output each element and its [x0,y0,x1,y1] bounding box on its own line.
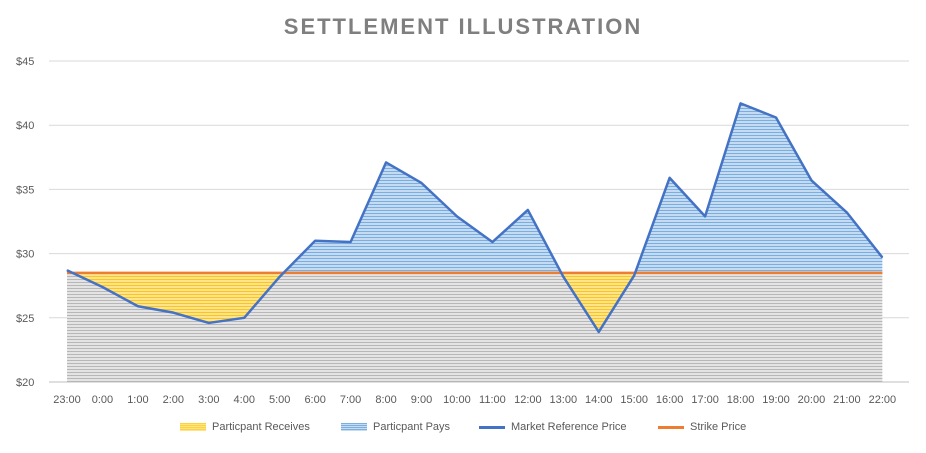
x-tick-label: 23:00 [53,394,81,406]
market-price-point [208,322,210,324]
x-tick-label: 1:00 [127,394,148,406]
x-tick-label: 6:00 [304,394,325,406]
x-tick-label: 3:00 [198,394,219,406]
x-tick-label: 18:00 [727,394,755,406]
x-tick-label: 8:00 [375,394,396,406]
legend-swatch-blue [341,423,367,431]
line-layer [66,102,884,334]
x-tick-label: 7:00 [340,394,361,406]
legend-swatch-line-orange [658,425,684,429]
x-tick-label: 4:00 [234,394,255,406]
y-tick-label: $45 [16,56,34,68]
legend-item-participant-pays: Particpant Pays [341,418,450,436]
x-tick-label: 14:00 [585,394,613,406]
market-price-point [598,331,600,333]
market-price-point [66,269,68,271]
market-price-point [385,161,387,163]
area-below-strike [67,272,883,382]
area-layer [67,103,883,382]
x-tick-label: 21:00 [833,394,861,406]
market-price-point [172,312,174,314]
y-tick-label: $35 [16,184,34,196]
x-tick-label: 0:00 [92,394,113,406]
x-tick-label: 16:00 [656,394,684,406]
y-tick-label: $20 [16,377,34,389]
y-tick-label: $30 [16,249,34,261]
x-tick-label: 9:00 [411,394,432,406]
legend-label: Particpant Receives [212,421,310,433]
chart-title: SETTLEMENT ILLUSTRATION [283,14,643,39]
y-tick-label: $25 [16,313,34,325]
market-price-point [669,177,671,179]
market-price-point [810,179,812,181]
x-tick-label: 22:00 [869,394,897,406]
market-price-point [279,276,281,278]
market-price-point [421,182,422,184]
x-tick-label: 19:00 [762,394,790,406]
legend-label: Market Reference Price [511,421,627,433]
market-price-point [846,212,848,214]
legend: Particpant Receives Particpant Pays Mark… [0,418,926,436]
x-tick-label: 20:00 [798,394,826,406]
x-tick-label: 2:00 [163,394,184,406]
area-participant-receives [67,272,883,332]
x-tick-label: 17:00 [691,394,719,406]
market-price-point [456,215,458,217]
legend-label: Strike Price [690,421,747,433]
x-tick-label: 15:00 [620,394,648,406]
legend-label: Particpant Pays [373,421,451,433]
market-price-point [101,286,103,288]
x-tick-label: 12:00 [514,394,542,406]
y-tick-label: $40 [16,120,34,132]
legend-item-strike-price: Strike Price [658,418,746,436]
x-tick-label: 11:00 [479,394,506,406]
market-price-point [350,241,352,243]
market-price-point [314,240,316,242]
market-price-point [740,102,742,104]
legend-item-participant-receives: Particpant Receives [180,418,310,436]
area-participant-pays [67,103,883,273]
market-price-point [243,317,245,319]
x-tick-label: 5:00 [269,394,290,406]
y-axis-ticks: $20 $25 $30 $35 $40 $45 [16,56,34,389]
market-price-point [704,215,706,217]
market-price-point [633,274,635,276]
legend-swatch-line-blue [479,425,505,429]
x-axis-ticks: 23:00 0:00 1:00 2:00 3:00 4:00 5:00 6:00 7:00 8:0… [53,394,896,406]
market-price-point [881,256,883,258]
legend-swatch-yellow [180,423,206,431]
market-price-point [562,276,564,278]
market-price-point [527,209,529,211]
market-price-point [775,116,777,118]
series-line-market-reference-price [66,102,884,334]
x-tick-label: 13:00 [550,394,578,406]
market-price-point [491,241,493,243]
legend-item-market-reference-price: Market Reference Price [479,418,627,436]
x-tick-label: 10:00 [443,394,471,406]
market-price-point [137,305,139,307]
